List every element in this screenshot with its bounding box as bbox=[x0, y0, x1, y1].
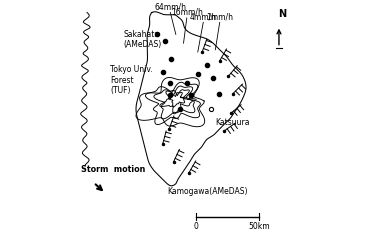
Text: Sakahata
(AMeDAS): Sakahata (AMeDAS) bbox=[123, 30, 161, 49]
Text: N: N bbox=[278, 9, 286, 19]
Text: 4mm/h: 4mm/h bbox=[190, 12, 217, 21]
Text: 0: 0 bbox=[193, 222, 198, 231]
Text: Kamogawa(AMeDAS): Kamogawa(AMeDAS) bbox=[167, 187, 248, 196]
Text: 64mm/h: 64mm/h bbox=[154, 2, 186, 11]
Text: 16mm/h: 16mm/h bbox=[171, 8, 203, 17]
Text: Storm  motion: Storm motion bbox=[82, 165, 146, 174]
Text: Tokyo Univ.
Forest
(TUF): Tokyo Univ. Forest (TUF) bbox=[110, 65, 153, 95]
Text: 1mm/h: 1mm/h bbox=[206, 12, 233, 21]
Text: 50km: 50km bbox=[248, 222, 270, 231]
Text: Katsuura: Katsuura bbox=[215, 118, 250, 127]
